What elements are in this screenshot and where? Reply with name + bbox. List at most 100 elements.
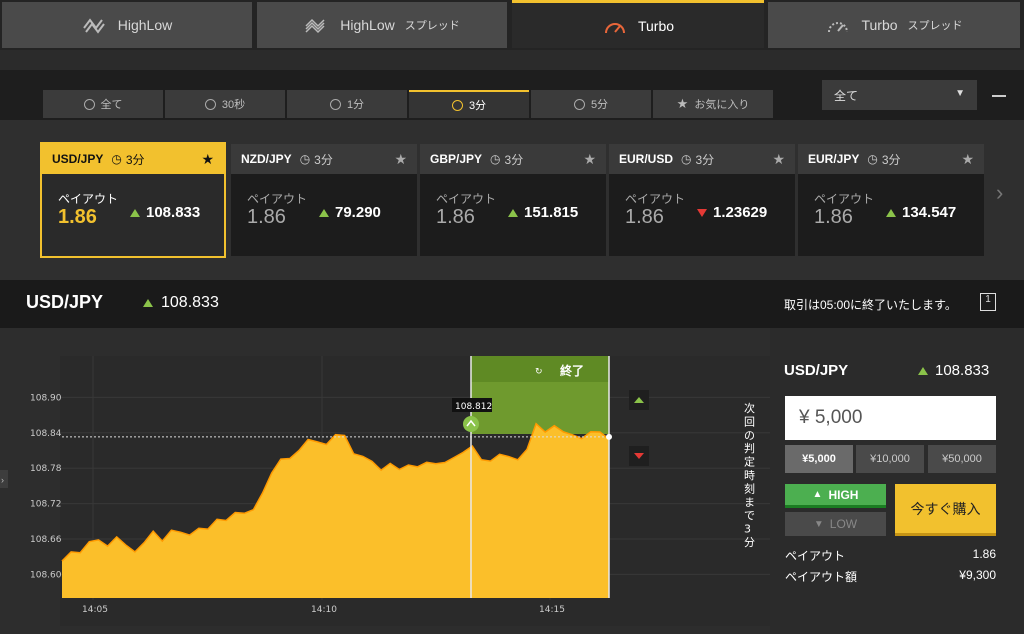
side-text-char: の [744, 429, 755, 442]
favorite-star-icon[interactable]: ★ [772, 150, 785, 167]
highlow-spread-icon [305, 18, 325, 34]
tab-turbo-spread[interactable]: Turbo スプレッド [768, 2, 1020, 48]
clock-icon [451, 99, 463, 111]
clock-icon: ◷ [867, 152, 878, 166]
high-button[interactable]: ▲ HIGH [785, 484, 886, 508]
side-text-char: ま [744, 496, 755, 509]
chart-x-ticks: 14:05 14:10 14:15 [82, 605, 565, 615]
asset-card-eurjpy[interactable]: EUR/JPY ◷ 3分 ★ ペイアウト 1.86 134.547 [798, 144, 984, 256]
side-text-char: 次 [744, 401, 755, 415]
payout-amount-row: ペイアウト額 ¥9,300 [785, 568, 996, 584]
clock-icon: ◷ [490, 152, 501, 166]
y-tick-label: 108.78 [30, 464, 62, 474]
trade-panel [770, 328, 1024, 634]
favorite-star-icon[interactable]: ★ [961, 150, 974, 167]
entry-label-box [452, 398, 492, 412]
clock-icon [83, 98, 95, 110]
turbo-gauge-icon [604, 22, 625, 33]
asset-card-usdjpy[interactable]: USD/JPY ◷ 3分 ★ ペイアウト 1.86 108.833 [40, 142, 226, 258]
down-arrow-icon: ▼ [813, 518, 824, 530]
duration-tab-1m[interactable]: 1分 [287, 90, 407, 118]
end-label: 終了 [560, 363, 584, 378]
up-arrow-icon [143, 299, 153, 307]
turbo-spread-gauge-icon [828, 22, 849, 33]
chart-collapse-handle [0, 470, 8, 488]
preset-50000-button[interactable]: ¥50,000 [928, 445, 996, 473]
up-arrow-icon [634, 397, 644, 403]
asset-card-eurusd[interactable]: EUR/USD ◷ 3分 ★ ペイアウト 1.86 1.23629 [609, 144, 795, 256]
side-text-char: 分 [744, 536, 755, 549]
down-arrow-icon [697, 208, 707, 217]
y-tick-label: 108.90 [30, 393, 62, 403]
y-tick-label: 108.84 [30, 429, 62, 439]
price-chart[interactable]: 108.90 108.84 108.78 108.72 108.66 108.60 14:… [0, 328, 770, 634]
tab-turbo[interactable]: Turbo [512, 0, 764, 48]
clock-icon: ◷ [111, 152, 122, 166]
y-tick-label: 108.66 [30, 535, 62, 545]
clock-icon [329, 98, 341, 110]
entry-marker [463, 416, 479, 432]
symbol-bar [0, 280, 1024, 328]
up-arrow-icon: ▲ [812, 489, 823, 500]
tab-highlow-spread[interactable]: HighLow スプレッド [257, 2, 507, 48]
duration-tab-30s[interactable]: 30秒 [165, 90, 285, 118]
asset-card-gbpjpy[interactable]: GBP/JPY ◷ 3分 ★ ペイアウト 1.86 151.815 [420, 144, 606, 256]
panel-rate: 108.833 [918, 362, 989, 379]
current-rate-dot [606, 433, 612, 440]
up-arrow-icon [130, 208, 140, 217]
expiry-zone-header [471, 356, 609, 382]
symbol-rate: 108.833 [143, 294, 219, 312]
side-text-char: 3 [744, 523, 751, 536]
duration-tab-5m[interactable]: 5分 [531, 90, 651, 118]
duration-tab-favorites[interactable]: ★ お気に入り [653, 90, 773, 118]
star-icon: ★ [676, 96, 689, 111]
side-text-char: 判 [744, 442, 755, 455]
clock-icon [204, 98, 216, 110]
clock-icon: ◷ [299, 152, 311, 166]
history-icon: ↻ [535, 367, 543, 377]
duration-tab-all[interactable]: 全て [43, 90, 163, 118]
trading-end-message: 取引は05:00に終了いたします。 [784, 298, 957, 312]
product-tabs: HighLow HighLow スプレッド Turbo Turbo スプレッド [0, 0, 1024, 50]
entry-label: 108.812 [455, 402, 492, 412]
clock-icon [573, 98, 585, 110]
side-text-char: 回 [744, 415, 755, 428]
chevron-right-icon[interactable]: › [996, 180, 1004, 205]
symbol-name: USD/JPY [26, 292, 104, 312]
down-arrow-icon [634, 453, 644, 459]
up-arrow-icon [508, 208, 518, 217]
asset-card-nzdjpy[interactable]: NZD/JPY ◷ 3分 ★ ペイアウト 1.86 79.290 [231, 144, 417, 256]
price-area-series [62, 423, 609, 598]
amount-input[interactable]: ¥ 5,000 [785, 396, 996, 440]
x-tick-label: 14:15 [539, 605, 565, 615]
panel-symbol: USD/JPY [784, 362, 849, 379]
price-line-series [61, 422, 610, 562]
up-arrow-icon [886, 208, 896, 217]
side-text-char: 時 [744, 469, 755, 482]
side-text-char: 定 [744, 455, 755, 469]
asset-filter-select[interactable]: 全て ▼ [822, 80, 977, 110]
duration-tab-3m[interactable]: 3分 [409, 90, 529, 118]
tab-highlow[interactable]: HighLow [2, 2, 252, 48]
highlow-icon [82, 18, 105, 34]
y-tick-label: 108.60 [30, 570, 62, 580]
next-judgment-text: 次回の判定時刻まで 3 分 [744, 401, 755, 549]
low-button[interactable]: ▼ LOW [785, 512, 886, 536]
up-arrow-icon [319, 208, 329, 217]
minimize-icon[interactable] [992, 95, 1006, 97]
chevron-down-icon: ▼ [955, 88, 965, 99]
x-tick-label: 14:05 [82, 605, 108, 615]
favorite-star-icon[interactable]: ★ [394, 150, 407, 167]
x-tick-label: 14:10 [311, 605, 337, 615]
preset-10000-button[interactable]: ¥10,000 [856, 445, 924, 473]
preset-5000-button[interactable]: ¥5,000 [785, 445, 853, 473]
single-chart-icon[interactable]: 1 [980, 293, 996, 311]
favorite-star-icon[interactable]: ★ [201, 150, 214, 167]
side-text-char: 刻 [744, 481, 755, 495]
chevron-right-icon: › [1, 475, 4, 485]
buy-now-button[interactable]: 今すぐ購入 [895, 484, 996, 536]
payout-row: ペイアウト 1.86 [785, 547, 996, 563]
side-text-char: で [744, 509, 755, 522]
favorite-star-icon[interactable]: ★ [583, 150, 596, 167]
up-arrow-icon [918, 366, 928, 375]
